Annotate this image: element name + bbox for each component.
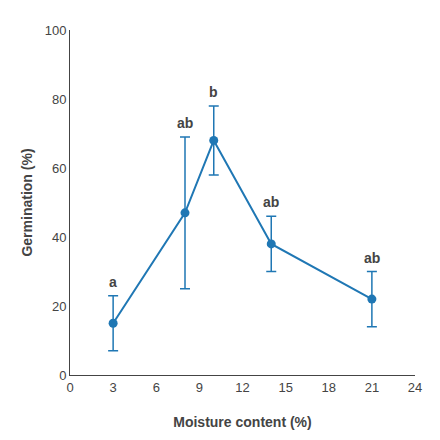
svg-text:18: 18 — [322, 380, 336, 395]
svg-text:6: 6 — [153, 380, 160, 395]
svg-text:100: 100 — [45, 23, 67, 38]
svg-text:ab: ab — [263, 194, 279, 210]
svg-text:3: 3 — [110, 380, 117, 395]
svg-text:21: 21 — [365, 380, 379, 395]
svg-text:a: a — [109, 274, 117, 290]
svg-text:15: 15 — [278, 380, 292, 395]
svg-text:80: 80 — [52, 92, 66, 107]
svg-text:60: 60 — [52, 161, 66, 176]
svg-text:Germination (%): Germination (%) — [19, 148, 35, 256]
svg-text:9: 9 — [196, 380, 203, 395]
svg-text:0: 0 — [59, 368, 66, 383]
svg-text:40: 40 — [52, 230, 66, 245]
svg-text:0: 0 — [66, 380, 73, 395]
svg-text:ab: ab — [177, 115, 193, 131]
svg-text:b: b — [209, 84, 218, 100]
svg-text:20: 20 — [52, 299, 66, 314]
svg-text:24: 24 — [408, 380, 422, 395]
svg-text:12: 12 — [235, 380, 249, 395]
svg-text:Moisture content (%): Moisture content (%) — [173, 414, 311, 430]
svg-text:ab: ab — [364, 250, 380, 266]
